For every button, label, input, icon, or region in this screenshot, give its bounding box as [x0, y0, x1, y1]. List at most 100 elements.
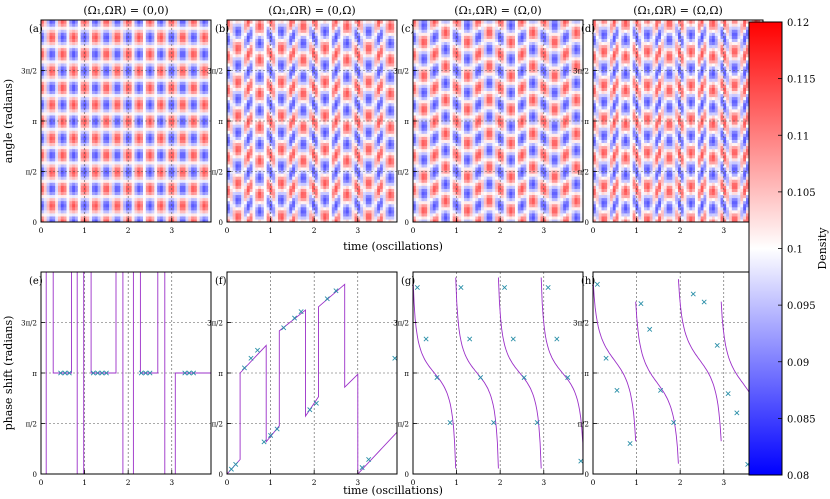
heatmap-cell: [126, 78, 130, 82]
heatmap-cell: [194, 26, 198, 30]
heatmap-cell: [58, 142, 62, 147]
heatmap-cell: [97, 32, 102, 36]
heatmap-cell: [111, 215, 116, 220]
heatmap-cell: [80, 87, 85, 91]
heatmap-cell: [246, 23, 251, 27]
heatmap-cell: [77, 182, 82, 186]
heatmap-cell: [109, 179, 113, 183]
heatmap-cell: [208, 124, 211, 128]
heatmap-cell: [94, 121, 99, 125]
heatmap-cell: [106, 188, 110, 192]
heatmap-cell: [86, 160, 90, 165]
heatmap-cell: [182, 53, 187, 58]
heatmap-cell: [43, 105, 48, 110]
heatmap-cell: [194, 206, 198, 211]
heatmap-cell: [60, 53, 65, 58]
heatmap-cell: [52, 133, 56, 137]
heatmap-cell: [75, 23, 79, 27]
heatmap-cell: [244, 114, 248, 119]
heatmap-cell: [235, 75, 239, 79]
heatmap-cell: [179, 108, 184, 113]
heatmap-cell: [52, 157, 56, 162]
heatmap-cell: [143, 44, 147, 49]
heatmap-cell: [52, 84, 56, 88]
heatmap-cell: [229, 200, 234, 205]
heatmap-cell: [174, 127, 178, 131]
heatmap-cell: [100, 68, 104, 73]
heatmap-cell: [252, 50, 256, 55]
heatmap-cell: [80, 215, 85, 220]
heatmap-cell: [196, 176, 201, 180]
heatmap-cell: [80, 188, 85, 192]
heatmap-cell: [72, 145, 76, 150]
heatmap-cell: [80, 154, 85, 159]
heatmap-cell: [162, 209, 167, 214]
heatmap-cell: [241, 72, 245, 76]
heatmap-cell: [97, 56, 102, 61]
heatmap-cell: [246, 139, 251, 144]
heatmap-cell: [145, 20, 150, 24]
heatmap-cell: [179, 145, 184, 150]
heatmap-cell: [162, 188, 167, 192]
heatmap-cell: [238, 209, 242, 214]
heatmap-cell: [55, 157, 59, 162]
heatmap-cell: [106, 200, 110, 205]
heatmap-cell: [191, 114, 195, 119]
heatmap-cell: [232, 50, 237, 55]
heatmap-cell: [199, 127, 204, 131]
heatmap-cell: [100, 169, 104, 174]
heatmap-cell: [199, 130, 204, 134]
heatmap-cell: [235, 200, 239, 205]
heatmap-cell: [258, 114, 262, 119]
heatmap-cell: [162, 87, 167, 91]
heatmap-cell: [185, 188, 189, 192]
heatmap-cell: [263, 78, 268, 82]
heatmap-cell: [106, 185, 110, 189]
heatmap-cell: [131, 203, 136, 208]
heatmap-cell: [66, 47, 70, 52]
heatmap-cell: [117, 206, 121, 211]
heatmap-cell: [83, 212, 87, 217]
heatmap-cell: [75, 111, 79, 116]
heatmap-cell: [165, 99, 170, 104]
heatmap-cell: [75, 26, 79, 30]
heatmap-cell: [202, 194, 206, 199]
heatmap-cell: [255, 87, 259, 91]
heatmap-cell: [114, 105, 119, 110]
heatmap-cell: [191, 87, 195, 91]
heatmap-cell: [182, 139, 187, 144]
heatmap-cell: [120, 139, 124, 144]
heatmap-cell: [208, 72, 211, 76]
heatmap-cell: [60, 215, 65, 220]
heatmap-cell: [75, 173, 79, 177]
heatmap-cell: [75, 68, 79, 73]
heatmap-cell: [162, 108, 167, 113]
heatmap-cell: [229, 68, 234, 73]
heatmap-cell: [103, 38, 107, 43]
heatmap-cell: [208, 93, 211, 98]
heatmap-cell: [160, 185, 164, 189]
heatmap-cell: [55, 130, 59, 134]
heatmap-cell: [162, 130, 167, 134]
heatmap-cell: [199, 75, 204, 79]
heatmap-cell: [263, 87, 268, 91]
heatmap-cell: [41, 26, 45, 30]
heatmap-cell: [111, 20, 116, 24]
heatmap-cell: [199, 117, 204, 122]
heatmap-cell: [235, 145, 239, 150]
heatmap-cell: [41, 62, 45, 67]
heatmap-cell: [246, 72, 251, 76]
heatmap-cell: [128, 136, 133, 140]
heatmap-cell: [106, 139, 110, 144]
heatmap-cell: [52, 26, 56, 30]
heatmap-cell: [227, 121, 231, 125]
heatmap-cell: [202, 56, 206, 61]
heatmap-cell: [199, 215, 204, 220]
heatmap-cell: [69, 111, 73, 116]
heatmap-cell: [46, 142, 51, 147]
heatmap-cell: [126, 139, 130, 144]
heatmap-cell: [165, 182, 170, 186]
heatmap-cell: [157, 127, 161, 131]
heatmap-cell: [151, 212, 155, 217]
heatmap-cell: [94, 191, 99, 196]
